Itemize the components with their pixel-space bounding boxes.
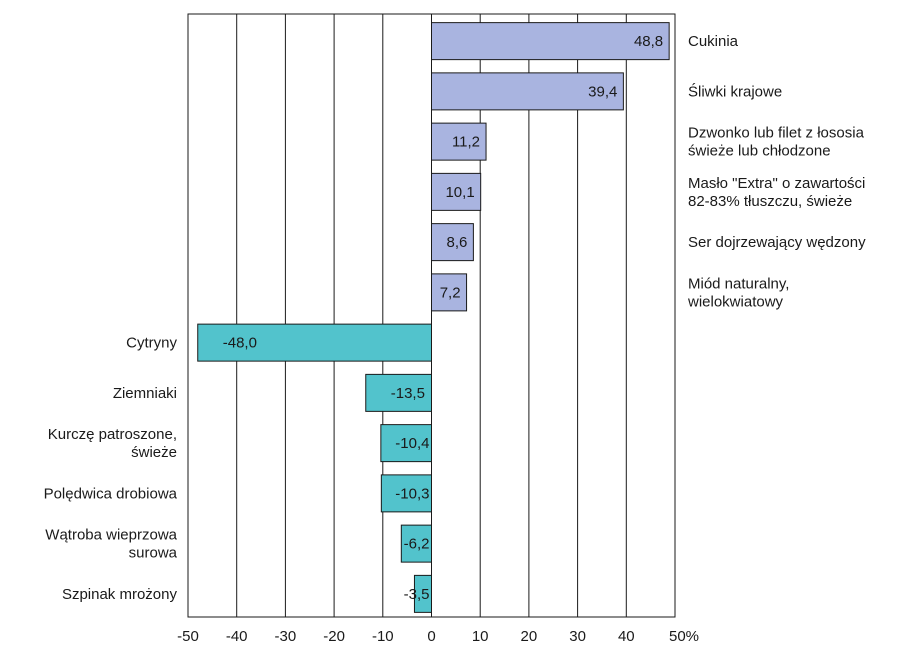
bar-value-label: -10,4 — [395, 435, 429, 452]
bar-value-label: -10,3 — [395, 485, 429, 502]
x-tick-label: -20 — [323, 628, 345, 645]
bar — [380, 424, 432, 463]
bar-value-label: -48,0 — [223, 335, 257, 352]
x-tick-label: 30 — [569, 628, 586, 645]
category-label: Ser dojrzewający wędzony — [688, 234, 866, 251]
category-label: Masło "Extra" o zawartości 82-83% tłuszcz… — [688, 175, 865, 210]
bar — [431, 122, 487, 161]
bar-value-label: -6,2 — [404, 536, 430, 553]
bar — [380, 474, 432, 513]
bar-value-label: 7,2 — [440, 284, 461, 301]
category-label: Szpinak mrożony — [62, 586, 178, 603]
category-label: Śliwki krajowe — [688, 82, 782, 100]
x-tick-label: -50 — [177, 628, 199, 645]
bar-value-label: 48,8 — [634, 33, 663, 50]
bar — [365, 373, 433, 412]
category-label: Ziemniaki — [113, 385, 177, 402]
x-tick-label: -40 — [226, 628, 248, 645]
bar-value-label: 10,1 — [445, 184, 474, 201]
x-tick-label: 20 — [521, 628, 538, 645]
category-label: Dzwonko lub filet z łososia świeże lub ch… — [688, 125, 865, 160]
bar — [431, 22, 670, 61]
bar-value-label: -3,5 — [404, 586, 430, 603]
bar — [413, 574, 432, 613]
x-tick-label: 0 — [427, 628, 435, 645]
bar-value-label: 8,6 — [447, 234, 468, 251]
bar-value-label: 39,4 — [588, 83, 617, 100]
category-label: Wątroba wieprzowa surowa — [45, 527, 177, 562]
bar — [431, 172, 482, 211]
x-tick-label: -30 — [275, 628, 297, 645]
bar-value-label: -13,5 — [391, 385, 425, 402]
bar — [197, 323, 432, 362]
bar — [400, 524, 432, 563]
bar-value-label: 11,2 — [452, 134, 480, 151]
bar — [431, 273, 468, 312]
x-tick-label: 50% — [669, 628, 699, 645]
category-label: Miód naturalny, wielokwiatowy — [687, 275, 789, 310]
category-label: Kurczę patroszone, świeże — [48, 426, 177, 461]
category-label: Cukinia — [688, 33, 739, 50]
x-tick-label: 10 — [472, 628, 489, 645]
category-label: Polędwica drobiowa — [44, 485, 178, 502]
x-tick-label: 40 — [618, 628, 635, 645]
bar — [431, 72, 624, 111]
category-label: Cytryny — [126, 335, 177, 352]
x-tick-label: -10 — [372, 628, 394, 645]
bar — [431, 223, 474, 262]
